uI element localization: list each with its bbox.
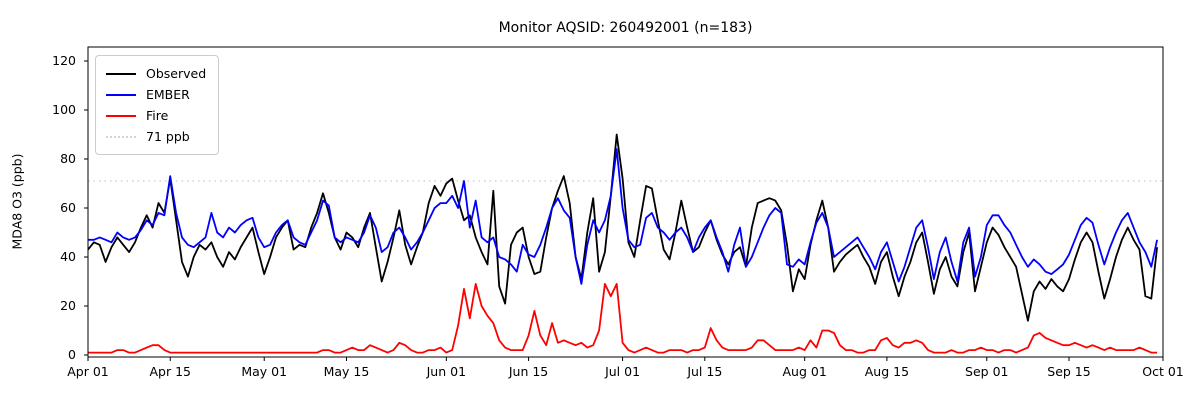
y-tick-label: 0 — [68, 347, 76, 362]
observed-line — [87, 133, 1158, 322]
y-tick-label: 20 — [60, 298, 76, 313]
x-tick-label: Apr 15 — [149, 364, 191, 379]
legend-label-observed: Observed — [146, 66, 207, 81]
legend-label-fire: Fire — [146, 108, 169, 123]
observed-line-sample-icon — [106, 72, 136, 75]
x-tick-label: Aug 15 — [864, 364, 910, 379]
legend-row-observed: Observed — [106, 63, 206, 84]
chart-title: Monitor AQSID: 260492001 (n=183) — [498, 20, 753, 36]
plot-border — [87, 46, 1164, 358]
fire-line-sample-icon — [106, 114, 136, 117]
y-tick-label: 40 — [60, 249, 76, 264]
x-tick-label: May 01 — [241, 364, 288, 379]
x-tick-label: Jun 01 — [426, 364, 467, 379]
x-tick-label: Apr 01 — [67, 364, 109, 379]
legend-label-ember: EMBER — [146, 87, 190, 102]
x-tick-label: Oct 01 — [1142, 364, 1184, 379]
legend-row-ember: EMBER — [106, 84, 206, 105]
x-tick-label: Jun 15 — [508, 364, 549, 379]
x-tick-label: Sep 01 — [965, 364, 1009, 379]
ember-line — [88, 148, 1158, 285]
y-tick-marks — [84, 60, 88, 356]
legend-row-threshold: 71 ppb — [106, 126, 206, 147]
legend-row-fire: Fire — [106, 105, 206, 126]
x-tick-label: Jul 01 — [605, 364, 641, 379]
ember-line-sample-icon — [106, 93, 136, 96]
legend: Observed EMBER Fire 71 ppb — [95, 55, 220, 155]
fire-line — [88, 282, 1158, 354]
y-tick-label: 120 — [52, 53, 76, 68]
x-tick-label: Jul 15 — [687, 364, 723, 379]
y-tick-label: 80 — [60, 151, 76, 166]
x-tick-label: Aug 01 — [782, 364, 827, 379]
x-tick-marks — [87, 357, 1164, 361]
x-tick-label: Sep 15 — [1047, 364, 1091, 379]
y-tick-label: 100 — [52, 102, 76, 117]
x-tick-label: May 15 — [323, 364, 370, 379]
y-tick-label: 60 — [60, 200, 76, 215]
threshold-line-sample-icon — [106, 135, 136, 138]
legend-label-threshold: 71 ppb — [146, 129, 190, 144]
